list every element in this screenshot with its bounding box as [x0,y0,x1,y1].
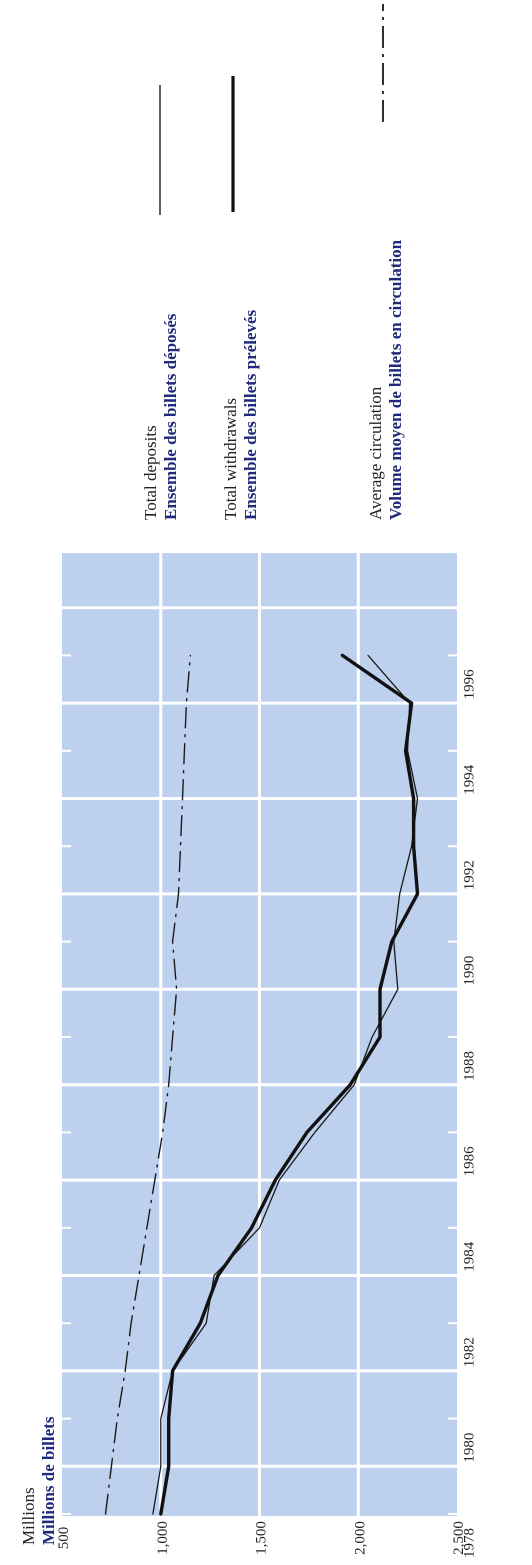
legend-item-withdrawals: Total withdrawals Ensemble des billets p… [221,76,260,520]
series-line-withdrawals [159,653,420,1516]
x-tick-label-1988: 1988 [461,1051,477,1081]
x-tick-label-1996: 1996 [461,669,477,700]
legend-deposits-fr: Ensemble des billets déposés [161,313,180,520]
x-tick-label-1994: 1994 [461,764,477,795]
y-tick-label-500: 500 [56,1527,72,1550]
legend-withdrawals-fr: Ensemble des billets prélevés [241,309,260,520]
legend-circulation-en: Average circulation [366,386,385,520]
legend-withdrawals-en: Total withdrawals [221,398,240,520]
unit-label-fr: Millions de billets [39,1416,58,1545]
legend-circulation-fr: Volume moyen de billets en circulation [386,239,405,520]
x-tick-label-1990: 1990 [461,956,477,986]
x-axis-ticks: 1978 1980 1982 1984 1986 1988 1990 1992 1994 1996 [461,669,477,1558]
x-tick-label-1984: 1984 [461,1241,477,1272]
series-layer [104,653,420,1516]
y-axis-ticks: 500 1,000 1,500 2,000 2,500 [56,1521,467,1555]
unit-label-en: Millions [19,1487,38,1545]
series-line-circulation [104,654,192,1515]
legend-item-circulation: Average circulation Volume moyen de bill… [366,4,405,520]
x-tick-label-1982: 1982 [461,1337,477,1367]
y-tick-label-2500: 2,500 [451,1521,467,1555]
gridlines [62,553,457,1516]
y-tick-label-1500: 1,500 [254,1521,270,1555]
x-tick-label-1992: 1992 [461,860,477,890]
legend-item-deposits: Total deposits Ensemble des billets dépo… [141,85,180,520]
x-tick-label-1978: 1978 [461,1528,477,1558]
x-tick-label-1980: 1980 [461,1433,477,1463]
x-tick-label-1986: 1986 [461,1146,477,1177]
y-tick-label-1000: 1,000 [155,1521,171,1555]
y-tick-label-2000: 2,000 [352,1521,368,1555]
legend-deposits-en: Total deposits [141,425,160,520]
